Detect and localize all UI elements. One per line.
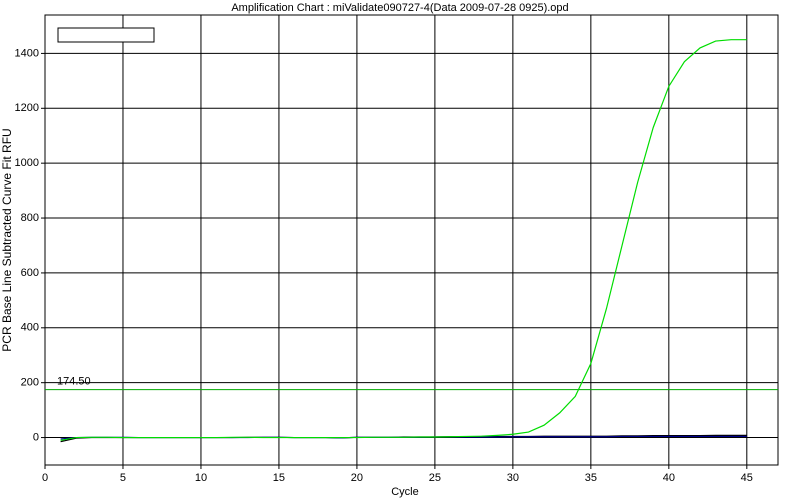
x-tick-label: 45 [741, 472, 753, 484]
x-tick-label: 35 [585, 472, 597, 484]
x-tick-label: 10 [195, 472, 207, 484]
x-tick-label: 5 [120, 472, 126, 484]
x-tick-label: 15 [273, 472, 285, 484]
y-tick-label: 200 [21, 377, 39, 389]
x-tick-label: 30 [507, 472, 519, 484]
x-axis-label: Cycle [391, 486, 419, 498]
y-tick-label: 1200 [15, 102, 39, 114]
x-tick-label: 20 [351, 472, 363, 484]
plot-area [44, 14, 779, 466]
x-tick-label: 25 [429, 472, 441, 484]
y-tick-label: 0 [33, 431, 39, 443]
series-line [60, 39, 747, 441]
threshold-label: 174.50 [57, 376, 91, 388]
y-tick-label: 1400 [15, 47, 39, 59]
y-tick-label: 800 [21, 212, 39, 224]
y-tick-label: 600 [21, 267, 39, 279]
x-tick-label: 0 [42, 472, 48, 484]
y-tick-label: 1000 [15, 157, 39, 169]
y-axis-label: PCR Base Line Subtracted Curve Fit RFU [0, 128, 14, 351]
x-tick-label: 40 [663, 472, 675, 484]
chart-title: Amplification Chart : miValidate090727-4… [231, 2, 568, 14]
y-tick-label: 400 [21, 322, 39, 334]
legend-box [57, 27, 155, 43]
